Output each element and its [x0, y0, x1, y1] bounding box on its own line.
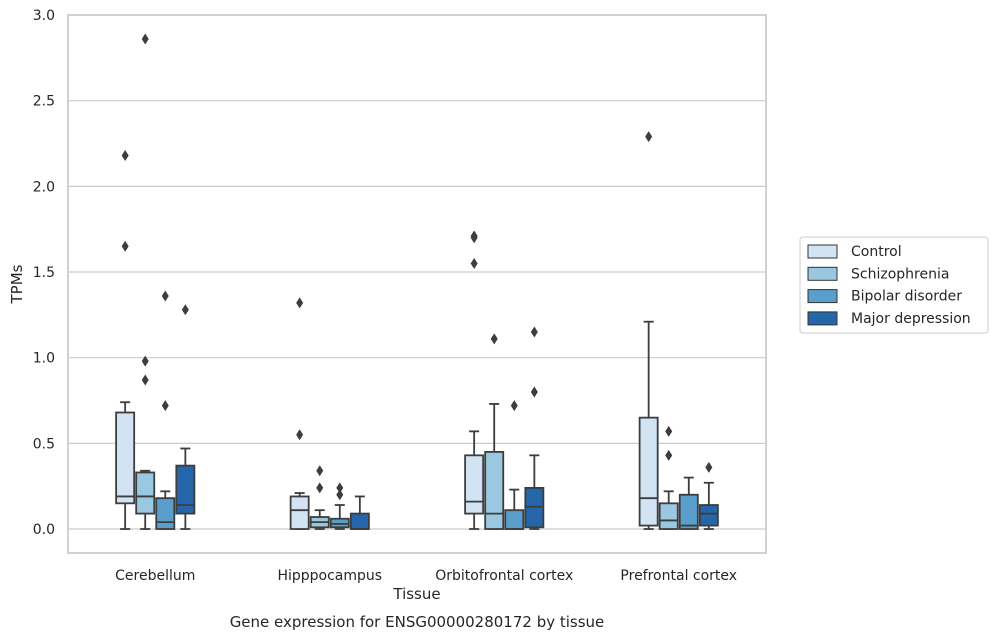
- outlier-point: [665, 425, 673, 437]
- outlier-point: [470, 232, 478, 244]
- x-tick-labels: Cerebellum Hipppocampus Orbitofrontal cort…: [115, 568, 737, 584]
- outlier-point: [141, 355, 149, 367]
- box: [698, 504, 719, 527]
- outlier-point: [470, 257, 478, 269]
- box-group: [658, 425, 679, 530]
- box-group: [638, 131, 659, 530]
- box: [175, 464, 196, 515]
- y-tick-label: 1.0: [33, 351, 55, 367]
- outlier-point: [530, 386, 538, 398]
- y-tick-label: 2.0: [33, 179, 55, 195]
- legend: Control Schizophrenia Bipolar disorder Majo…: [799, 236, 989, 334]
- box-group: [524, 326, 545, 530]
- outlier-point: [490, 333, 498, 345]
- x-tick-label: Cerebellum: [115, 568, 195, 584]
- outlier-point: [121, 240, 129, 252]
- outlier-point: [141, 374, 149, 386]
- box-group: [464, 230, 485, 530]
- box-group: [135, 33, 156, 530]
- legend-swatch: [807, 244, 838, 259]
- legend-label: Schizophrenia: [851, 266, 949, 282]
- legend-swatch: [807, 311, 838, 326]
- x-axis-label: Tissue: [392, 585, 440, 603]
- outlier-point: [705, 461, 713, 473]
- box-group: [329, 482, 350, 530]
- box-group: [698, 461, 719, 530]
- box: [155, 497, 176, 530]
- outlier-point: [510, 400, 518, 412]
- box-group: [115, 149, 136, 530]
- box: [135, 471, 156, 515]
- y-axis-label: TPMs: [8, 264, 26, 304]
- box-group: [484, 333, 505, 530]
- outlier-point: [336, 489, 344, 501]
- x-tick-label: Prefrontal cortex: [620, 568, 737, 584]
- outlier-point: [665, 449, 673, 461]
- box-group: [504, 400, 525, 530]
- y-tick-label: 1.5: [33, 265, 55, 281]
- box-group: [155, 290, 176, 530]
- outlier-point: [161, 400, 169, 412]
- outlier-point: [181, 304, 189, 316]
- box: [289, 495, 310, 530]
- outlier-point: [316, 482, 324, 494]
- outlier-point: [121, 149, 129, 161]
- box-group: [678, 476, 699, 530]
- y-tick-label: 3.0: [33, 8, 55, 24]
- legend-swatch: [807, 266, 838, 281]
- chart-title: Gene expression for ENSG00000280172 by t…: [230, 613, 605, 631]
- outlier-point: [141, 33, 149, 45]
- box: [484, 451, 505, 530]
- box: [678, 493, 699, 530]
- box-group: [175, 304, 196, 530]
- outlier-point: [336, 482, 344, 494]
- outlier-point: [296, 429, 304, 441]
- legend-items: Control Schizophrenia Bipolar disorder Majo…: [807, 244, 971, 327]
- box: [115, 411, 136, 505]
- grid-layer: [68, 100, 766, 530]
- legend-swatch: [807, 289, 838, 304]
- y-tick-label: 0.0: [33, 522, 55, 538]
- legend-label: Major depression: [851, 311, 971, 327]
- box-group: [309, 465, 330, 530]
- legend-frame: [799, 236, 989, 334]
- legend-label: Control: [851, 244, 902, 260]
- y-tick-label: 2.5: [33, 94, 55, 110]
- outlier-point: [645, 131, 653, 143]
- plot-frame: [67, 14, 767, 554]
- legend-label: Bipolar disorder: [851, 289, 962, 305]
- outlier-point: [161, 290, 169, 302]
- y-tick-label: 0.5: [33, 436, 55, 452]
- box: [638, 416, 659, 527]
- outlier-point: [530, 326, 538, 338]
- box-layer: [115, 33, 719, 530]
- outlier-point: [296, 297, 304, 309]
- box: [658, 502, 679, 530]
- box: [349, 512, 370, 530]
- outlier-point: [316, 465, 324, 477]
- box: [464, 454, 485, 515]
- x-tick-label: Orbitofrontal cortex: [435, 568, 573, 584]
- y-tick-labels: 0.0 0.5 1.0 1.5 2.0 2.5 3.0: [33, 8, 55, 538]
- x-tick-label: Hipppocampus: [277, 568, 382, 584]
- box-group: [289, 297, 310, 530]
- box-group: [349, 495, 370, 530]
- box: [504, 509, 525, 530]
